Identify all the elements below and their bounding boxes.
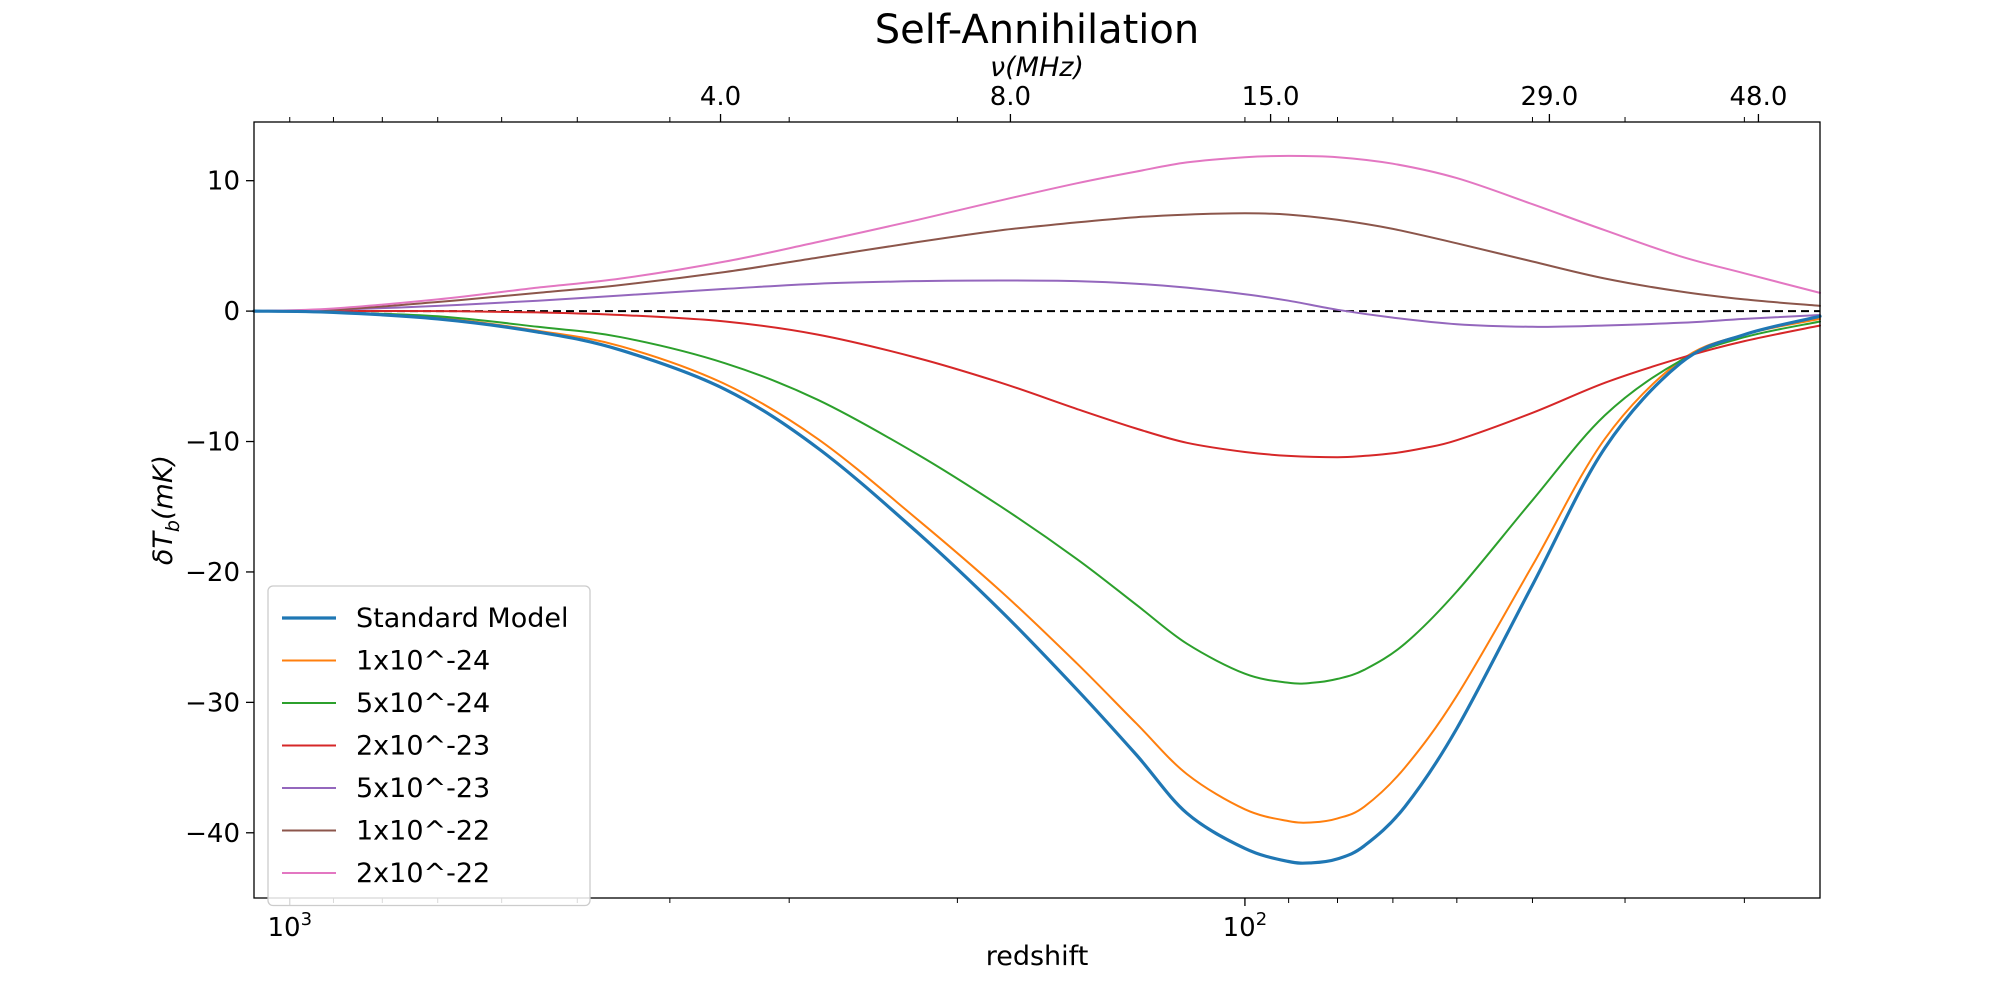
x-tick-label-exponent: 2 <box>1256 909 1267 930</box>
x-tick-label-exponent: 3 <box>301 909 312 930</box>
series-layer <box>252 154 1822 865</box>
legend-box <box>267 585 591 907</box>
y-tick-label: −30 <box>185 688 240 718</box>
top-tick-label: 48.0 <box>1729 82 1787 112</box>
legend-label: 2x10^-23 <box>356 731 490 762</box>
legend-label: 1x10^-22 <box>356 816 490 847</box>
y-axis-label-sub: b <box>162 520 184 532</box>
x-tick-label-base: 10 <box>1223 913 1256 943</box>
y-tick-label: −10 <box>185 428 240 458</box>
series-line <box>253 310 1821 685</box>
legend: Standard Model 1x10^-24 5x10^-24 2x10^-23 5x… <box>267 585 591 907</box>
y-tick-label: −20 <box>185 558 240 588</box>
series-line <box>253 212 1821 313</box>
y-tick-label: −40 <box>185 819 240 849</box>
legend-label: Standard Model <box>356 603 568 634</box>
legend-label: 2x10^-22 <box>356 858 490 889</box>
legend-label: 1x10^-24 <box>356 646 490 677</box>
top-tick-label: 4.0 <box>700 82 741 112</box>
series-line <box>253 154 1821 313</box>
x-axis-label: redshift <box>986 941 1089 972</box>
x-tick-label-base: 10 <box>267 913 300 943</box>
x-tick-label: 102 <box>1223 909 1268 943</box>
top-tick-label: 8.0 <box>990 82 1031 112</box>
y-axis-label-main: δT <box>148 530 179 566</box>
y-tick-label: 0 <box>223 297 240 327</box>
series-line <box>253 310 1821 459</box>
legend-label: 5x10^-23 <box>356 773 490 804</box>
y-axis-label: δTb(mK) <box>148 455 184 565</box>
top-tick-label: 15.0 <box>1242 82 1300 112</box>
series-line <box>252 309 1822 865</box>
top-axis-label: ν(MHz) <box>990 52 1084 83</box>
chart-title: Self-Annihilation <box>875 7 1199 53</box>
x-tick-label: 103 <box>267 909 312 943</box>
y-tick-label: 10 <box>207 167 240 197</box>
series-line <box>253 310 1821 824</box>
plot-frame <box>253 121 1821 899</box>
top-tick-label: 29.0 <box>1520 82 1578 112</box>
series-line <box>253 279 1821 328</box>
y-axis-label-unit: (mK) <box>148 455 179 520</box>
legend-label: 5x10^-24 <box>356 688 490 719</box>
